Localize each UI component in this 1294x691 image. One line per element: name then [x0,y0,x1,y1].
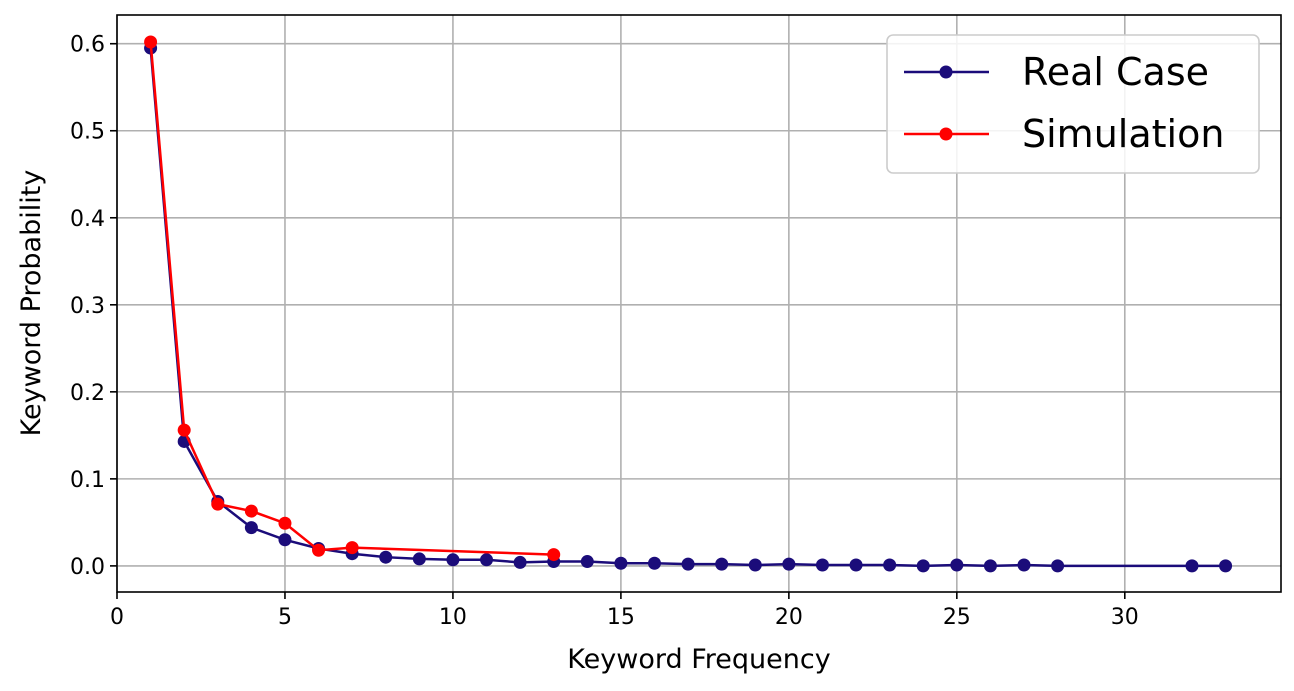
point [244,504,258,518]
legend-label: Simulation [1022,112,1224,156]
point [681,557,695,571]
point [983,559,997,573]
point [916,559,930,573]
point [345,541,359,555]
legend-box [886,34,1260,174]
point [849,558,863,572]
y-tick-label: 0.6 [70,33,105,58]
point [480,553,494,567]
point [782,557,796,571]
point [278,533,292,547]
x-tick-label: 10 [439,605,467,630]
series-line [149,41,554,556]
x-tick-label: 15 [607,605,635,630]
point [950,558,964,572]
y-tick-label: 0.4 [70,207,105,232]
y-tick-label: 0.3 [70,294,105,319]
point [647,556,661,570]
x-axis-label: Keyword Frequency [567,644,830,675]
point [513,555,527,569]
y-tick-label: 0.1 [70,468,105,493]
point [312,543,326,557]
point [446,553,460,567]
legend-label: Real Case [1022,50,1209,94]
point [815,558,829,572]
point [244,521,258,535]
x-tick-label: 5 [278,605,292,630]
point [1017,558,1031,572]
x-tick-label: 25 [943,605,971,630]
legend-marker [939,65,953,79]
y-tick-label: 0.5 [70,120,105,145]
point [144,35,158,49]
legend: Real Case Simulation [886,34,1260,174]
x-tick-label: 30 [1111,605,1139,630]
x-tick-label: 0 [110,605,124,630]
point [580,555,594,569]
point [547,548,561,562]
point [883,558,897,572]
plot-frame [116,14,1282,593]
x-tick-label: 20 [775,605,803,630]
point [715,557,729,571]
point [748,558,762,572]
point [211,497,225,511]
legend-marker [939,127,953,141]
y-tick-label: 0.2 [70,381,105,406]
point [379,550,393,564]
point [614,556,628,570]
point [1051,559,1065,573]
y-tick-label: 0.0 [70,555,105,580]
point [177,423,191,437]
y-axis-label: Keyword Probability [16,170,47,437]
point [412,552,426,566]
point [1219,559,1233,573]
point [1185,559,1199,573]
point [278,516,292,530]
